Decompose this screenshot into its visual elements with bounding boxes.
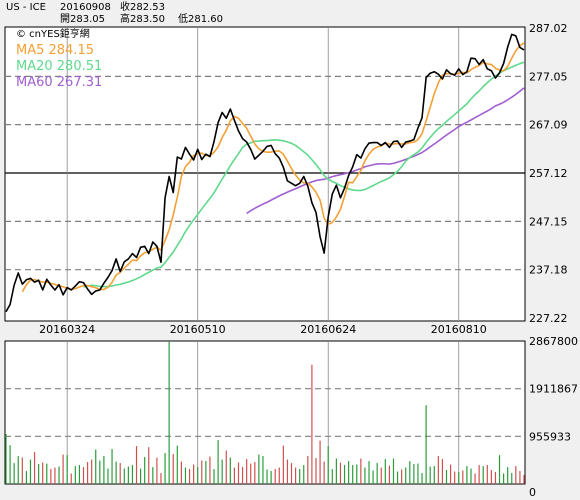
low-price-label: 低281.60 [178,14,223,25]
price-tick-label: 257.12 [529,167,568,180]
date-tick-label: 20160510 [170,323,226,336]
price-tick-label: 247.15 [529,215,568,228]
close-price-line [5,33,525,313]
high-price-label: 高283.50 [120,14,165,25]
legend-ma20: MA20 280.51 [16,59,103,74]
price-tick-label: 287.02 [529,22,568,35]
date-label: 20160908 [60,2,111,13]
volume-plot-area [4,340,526,485]
close-price-label: 收282.53 [120,2,165,13]
volume-tick-label: 0 [529,486,536,499]
volume-tick-label: 1911867 [529,383,578,396]
price-tick-label: 277.05 [529,70,568,83]
series-ma5-line [21,42,525,293]
watermark: © cnYES鉅亨網 [16,29,90,40]
date-tick-label: 20160810 [431,323,487,336]
symbol-label: US - ICE [6,2,46,13]
date-tick-label: 20160324 [39,323,95,336]
date-tick-label: 20160624 [300,323,356,336]
series-ma20-line [83,61,525,288]
legend-ma5: MA5 284.15 [16,43,94,58]
price-tick-label: 227.22 [529,312,568,325]
volume-tick-label: 2867800 [529,335,578,348]
price-tick-label: 267.09 [529,119,568,132]
open-price-label: 開283.05 [60,14,105,25]
volume-tick-label: 955933 [529,430,571,443]
series-ma60-line [246,87,525,215]
price-panel: 287.02 277.05 267.09 257.12 247.15 237.18 227.… [4,22,568,336]
legend-ma60: MA60 267.31 [16,75,103,90]
volume-panel: 2867800 1911867 955933 0 [4,335,578,499]
price-tick-label: 237.18 [529,264,568,277]
